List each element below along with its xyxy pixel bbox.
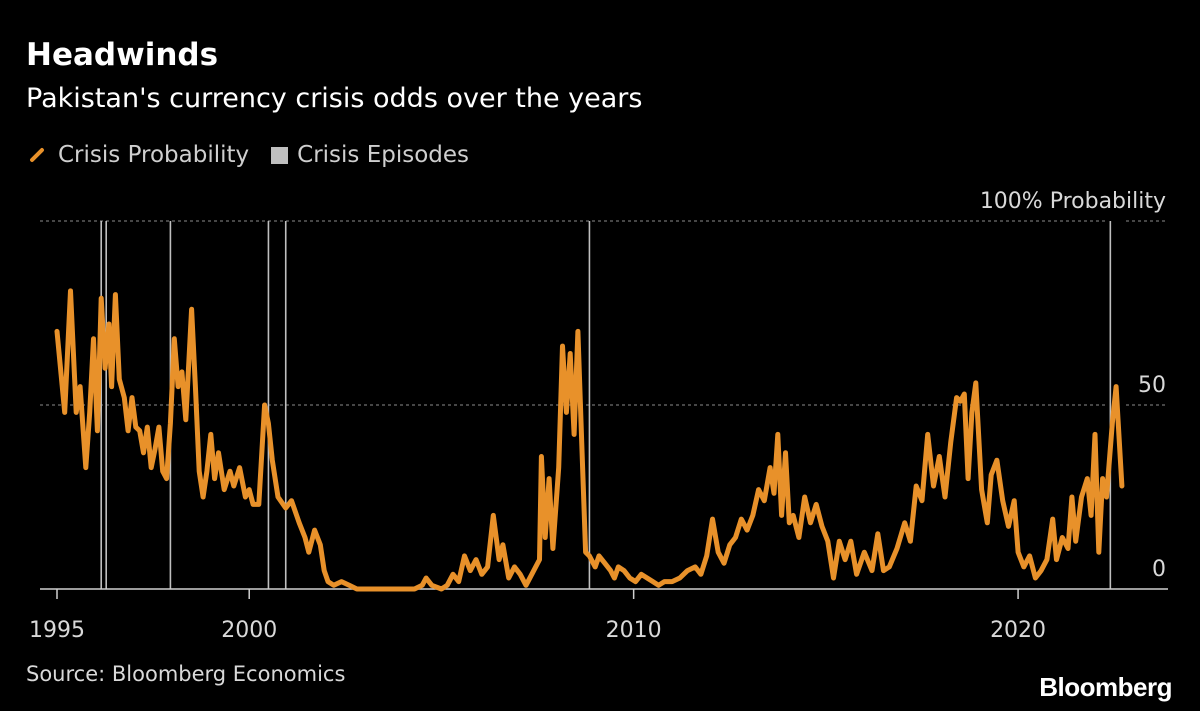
series-line-crisis-probability (54, 288, 1125, 592)
legend-label-episodes: Crisis Episodes (297, 142, 470, 168)
chart-subtitle: Pakistan's currency crisis odds over the… (26, 83, 643, 114)
x-tick-label: 1995 (29, 618, 85, 643)
legend-label-probability: Crisis Probability (58, 142, 250, 168)
chart-title: Headwinds (26, 37, 219, 73)
x-tick-label: 2010 (606, 618, 662, 643)
y-tick-label: 100% Probability (980, 189, 1166, 214)
legend: Crisis Probability Crisis Episodes (28, 142, 491, 168)
y-tick-label: 50 (1138, 373, 1166, 398)
legend-item-episodes: Crisis Episodes (271, 142, 469, 168)
y-tick-label: 0 (1152, 557, 1166, 582)
legend-item-probability: Crisis Probability (28, 142, 249, 168)
source-note: Source: Bloomberg Economics (26, 662, 346, 686)
legend-square-swatch (271, 146, 289, 164)
x-tick-label: 2000 (221, 618, 277, 643)
x-tick-label: 2020 (990, 618, 1046, 643)
bloomberg-logo: Bloomberg (1039, 672, 1172, 702)
